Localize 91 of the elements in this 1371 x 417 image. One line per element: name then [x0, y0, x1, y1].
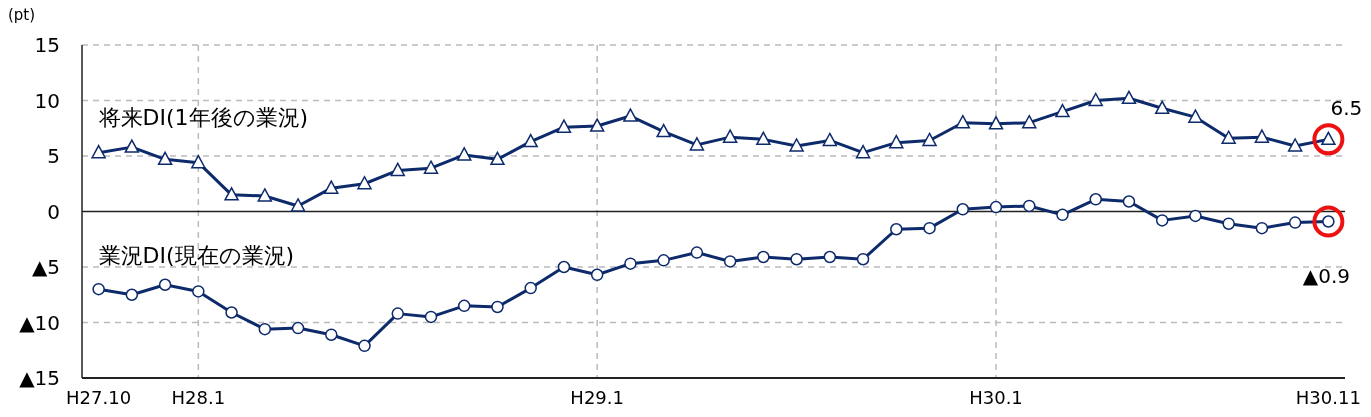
- point: [855, 144, 871, 159]
- point: [656, 123, 671, 138]
- point: [92, 282, 105, 296]
- y-tick-label: ▲10: [19, 310, 60, 335]
- point: [822, 132, 838, 147]
- point: [325, 328, 338, 341]
- point: [424, 310, 438, 324]
- point: [556, 119, 572, 133]
- point: [192, 285, 205, 298]
- y-tick-label: 5: [47, 144, 60, 168]
- series-label: 業況DI(現在の業況): [98, 242, 295, 268]
- annotation: ▲0.9: [1302, 264, 1350, 289]
- point: [225, 306, 238, 319]
- point: [988, 116, 1004, 130]
- point: [324, 180, 339, 194]
- point: [1122, 195, 1136, 208]
- point: [1188, 109, 1203, 123]
- annotation: 6.5: [1330, 96, 1363, 121]
- point: [1088, 92, 1103, 107]
- point: [757, 250, 770, 264]
- x-tick-label: H30.11: [1295, 387, 1361, 408]
- point: [590, 268, 604, 282]
- point: [923, 221, 936, 235]
- point: [1189, 209, 1202, 223]
- point: [390, 162, 405, 177]
- point: [955, 114, 971, 129]
- point: [557, 260, 571, 274]
- point: [91, 144, 106, 159]
- point: [456, 147, 472, 161]
- point: [624, 257, 637, 270]
- point: [1121, 90, 1137, 105]
- y-tick-label: ▲15: [19, 366, 60, 390]
- point: [823, 250, 837, 264]
- point: [357, 176, 372, 190]
- y-tick-label: 10: [34, 88, 60, 113]
- point: [922, 132, 937, 147]
- point: [956, 203, 970, 216]
- point: [723, 255, 737, 268]
- point: [889, 134, 904, 149]
- point: [789, 138, 804, 152]
- x-tick-label: H29.1: [570, 387, 624, 408]
- point: [423, 160, 439, 174]
- series-label: 将来DI(1年後の業況): [97, 105, 309, 131]
- point: [524, 281, 537, 295]
- point: [790, 252, 803, 266]
- point: [1288, 216, 1302, 229]
- point: [1155, 214, 1169, 227]
- point: [722, 129, 738, 143]
- point: [589, 118, 605, 132]
- point: [224, 187, 239, 201]
- point: [856, 252, 870, 266]
- point: [257, 188, 273, 202]
- point: [1254, 129, 1270, 143]
- point: [1154, 100, 1170, 115]
- x-tick-label: H28.1: [171, 387, 226, 408]
- point: [491, 300, 504, 314]
- point: [291, 321, 305, 335]
- x-tick-label: H27.10: [66, 387, 132, 408]
- point: [690, 246, 704, 259]
- point: [890, 223, 903, 236]
- y-axis-title: (pt): [8, 6, 36, 24]
- y-tick-label: 0: [47, 199, 60, 224]
- point: [1056, 208, 1069, 222]
- point: [391, 307, 404, 320]
- point: [125, 288, 139, 301]
- point: [756, 131, 771, 146]
- y-tick-label: ▲5: [31, 255, 60, 279]
- point: [1221, 130, 1236, 144]
- point: [689, 137, 705, 151]
- point: [1055, 103, 1070, 118]
- point: [1222, 217, 1235, 230]
- point: [490, 151, 505, 166]
- point: [457, 299, 471, 313]
- point: [1287, 138, 1303, 152]
- point: [191, 154, 206, 169]
- point: [623, 108, 638, 122]
- point: [358, 339, 371, 353]
- point: [157, 151, 173, 166]
- point: [158, 278, 172, 292]
- x-tick-label: H30.1: [969, 387, 1023, 408]
- point: [657, 254, 670, 267]
- y-tick-label: 15: [34, 33, 60, 57]
- point: [124, 139, 140, 153]
- point: [989, 200, 1003, 214]
- point: [523, 133, 538, 148]
- point: [1023, 199, 1036, 213]
- point: [290, 198, 306, 212]
- point: [258, 322, 272, 336]
- point: [1089, 193, 1102, 206]
- point: [1255, 221, 1269, 235]
- point: [1022, 114, 1037, 129]
